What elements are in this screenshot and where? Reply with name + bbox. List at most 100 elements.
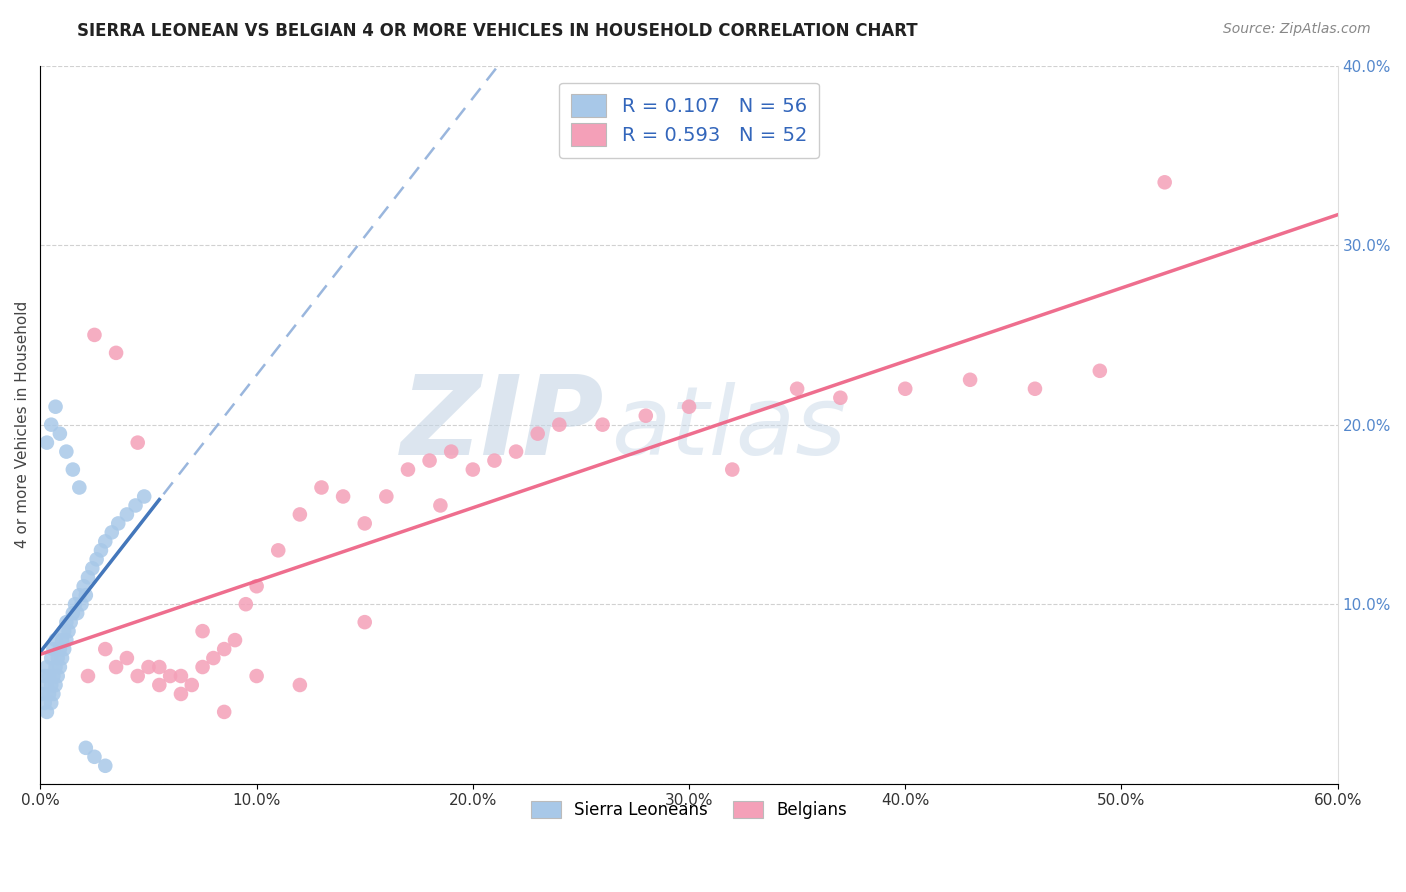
- Point: [224, 633, 246, 648]
- Point: [75, 740, 97, 755]
- Point: [138, 660, 160, 674]
- Point: [90, 543, 112, 558]
- Point: [634, 409, 657, 423]
- Point: [94, 758, 117, 772]
- Point: [505, 444, 527, 458]
- Point: [419, 453, 441, 467]
- Point: [49, 660, 72, 674]
- Point: [396, 462, 419, 476]
- Point: [1024, 382, 1046, 396]
- Point: [212, 642, 235, 657]
- Point: [67, 588, 90, 602]
- Point: [959, 373, 981, 387]
- Point: [94, 642, 117, 657]
- Point: [42, 642, 65, 657]
- Point: [59, 615, 82, 629]
- Point: [170, 687, 193, 701]
- Point: [246, 579, 269, 593]
- Point: [73, 579, 96, 593]
- Point: [55, 615, 77, 629]
- Point: [53, 642, 76, 657]
- Point: [31, 687, 53, 701]
- Point: [46, 669, 69, 683]
- Point: [678, 400, 700, 414]
- Point: [70, 597, 93, 611]
- Point: [49, 426, 72, 441]
- Point: [127, 669, 149, 683]
- Point: [39, 651, 62, 665]
- Point: [461, 462, 484, 476]
- Point: [94, 534, 117, 549]
- Point: [170, 669, 193, 683]
- Point: [830, 391, 852, 405]
- Point: [429, 499, 451, 513]
- Point: [311, 481, 333, 495]
- Point: [353, 516, 375, 531]
- Point: [721, 462, 744, 476]
- Point: [1088, 364, 1111, 378]
- Point: [38, 669, 60, 683]
- Point: [105, 346, 128, 360]
- Point: [115, 508, 138, 522]
- Point: [1153, 175, 1175, 189]
- Point: [51, 633, 73, 648]
- Point: [786, 382, 808, 396]
- Point: [63, 597, 86, 611]
- Point: [55, 633, 77, 648]
- Point: [375, 490, 398, 504]
- Point: [353, 615, 375, 629]
- Point: [115, 651, 138, 665]
- Point: [288, 678, 311, 692]
- Point: [39, 678, 62, 692]
- Point: [107, 516, 129, 531]
- Point: [83, 749, 105, 764]
- Point: [58, 624, 80, 639]
- Point: [38, 687, 60, 701]
- Point: [134, 490, 156, 504]
- Point: [77, 570, 100, 584]
- Point: [51, 651, 73, 665]
- Point: [235, 597, 257, 611]
- Point: [46, 651, 69, 665]
- Point: [288, 508, 311, 522]
- Point: [191, 660, 214, 674]
- Point: [526, 426, 548, 441]
- Point: [202, 651, 225, 665]
- Point: [440, 444, 463, 458]
- Point: [39, 696, 62, 710]
- Point: [45, 660, 67, 674]
- Text: SIERRA LEONEAN VS BELGIAN 4 OR MORE VEHICLES IN HOUSEHOLD CORRELATION CHART: SIERRA LEONEAN VS BELGIAN 4 OR MORE VEHI…: [77, 22, 918, 40]
- Point: [35, 660, 58, 674]
- Point: [75, 588, 97, 602]
- Point: [82, 561, 104, 575]
- Point: [267, 543, 290, 558]
- Point: [45, 678, 67, 692]
- Y-axis label: 4 or more Vehicles in Household: 4 or more Vehicles in Household: [15, 301, 30, 549]
- Point: [77, 669, 100, 683]
- Point: [191, 624, 214, 639]
- Point: [105, 660, 128, 674]
- Point: [83, 327, 105, 342]
- Point: [548, 417, 571, 432]
- Point: [332, 490, 354, 504]
- Point: [45, 400, 67, 414]
- Point: [124, 499, 146, 513]
- Text: atlas: atlas: [612, 382, 846, 475]
- Point: [592, 417, 614, 432]
- Legend: Sierra Leoneans, Belgians: Sierra Leoneans, Belgians: [524, 794, 853, 826]
- Point: [45, 633, 67, 648]
- Point: [34, 669, 56, 683]
- Point: [49, 642, 72, 657]
- Point: [127, 435, 149, 450]
- Point: [100, 525, 122, 540]
- Point: [55, 444, 77, 458]
- Point: [212, 705, 235, 719]
- Point: [66, 606, 89, 620]
- Point: [67, 481, 90, 495]
- Point: [35, 705, 58, 719]
- Point: [53, 624, 76, 639]
- Point: [148, 660, 170, 674]
- Point: [35, 678, 58, 692]
- Text: Source: ZipAtlas.com: Source: ZipAtlas.com: [1223, 22, 1371, 37]
- Point: [42, 687, 65, 701]
